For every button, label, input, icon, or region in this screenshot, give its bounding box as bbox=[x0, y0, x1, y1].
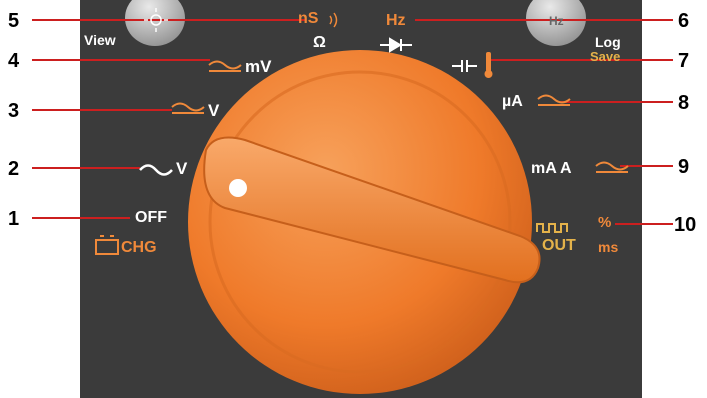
hz-key-text: Hz bbox=[549, 14, 564, 28]
callout-lines bbox=[32, 19, 673, 225]
hz-label: Hz bbox=[386, 12, 406, 29]
ac-wave-icon bbox=[139, 164, 173, 176]
callout-1: 1 bbox=[8, 208, 20, 230]
capacitor-thermometer-icon bbox=[452, 52, 493, 78]
callout-2: 2 bbox=[8, 158, 20, 180]
log-label: Log bbox=[595, 34, 621, 50]
callout-4: 4 bbox=[8, 50, 20, 72]
callout-6: 6 bbox=[678, 10, 690, 32]
off-label: OFF bbox=[135, 209, 167, 226]
ohm-label: Ω bbox=[313, 34, 326, 51]
ac-dc-icon bbox=[171, 60, 629, 173]
battery-icon bbox=[95, 235, 119, 255]
view-label: View bbox=[84, 32, 116, 48]
ns-label: nS bbox=[298, 10, 319, 27]
mv-label: mV bbox=[245, 57, 272, 76]
chg-label: CHG bbox=[121, 239, 157, 256]
callout-3: 3 bbox=[8, 100, 20, 122]
ua-label: µA bbox=[502, 93, 523, 110]
callout-5: 5 bbox=[8, 10, 20, 32]
square-wave-icon bbox=[536, 223, 568, 233]
hz-log-button[interactable] bbox=[526, 0, 586, 46]
callout-7: 7 bbox=[678, 50, 690, 72]
callout-8: 8 bbox=[678, 92, 690, 114]
ma-a-label: mA A bbox=[531, 160, 572, 177]
percent-label: % bbox=[598, 214, 612, 231]
ms-label: ms bbox=[598, 239, 619, 255]
callout-9: 9 bbox=[678, 156, 690, 178]
callout-10: 10 bbox=[674, 214, 697, 236]
save-label: Save bbox=[590, 49, 621, 64]
continuity-icon bbox=[329, 12, 338, 28]
view-button[interactable] bbox=[125, 0, 185, 46]
dial-pointer-dot bbox=[229, 179, 247, 197]
backlight-sun-icon bbox=[144, 8, 168, 32]
out-label: OUT bbox=[542, 237, 576, 254]
ac-v-label: V bbox=[176, 159, 188, 178]
diode-icon bbox=[380, 37, 412, 53]
dc-v-label: V bbox=[208, 101, 220, 120]
dial-knob[interactable] bbox=[203, 136, 541, 284]
dial-inner-ring bbox=[208, 70, 512, 374]
